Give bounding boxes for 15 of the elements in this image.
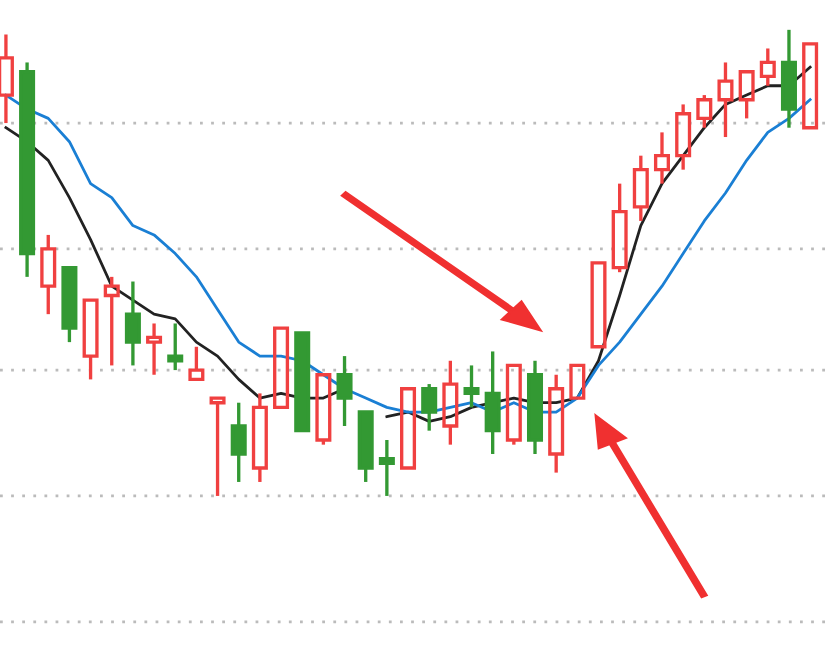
candlestick <box>378 438 395 498</box>
candlestick <box>230 401 247 484</box>
candlestick <box>675 102 692 172</box>
candlestick <box>251 391 268 484</box>
candlestick <box>780 28 797 130</box>
candlestick <box>442 359 459 447</box>
candlestick <box>717 60 734 139</box>
candlestick <box>484 349 501 456</box>
candlestick <box>653 130 670 186</box>
candlestick <box>0 32 14 125</box>
candlestick <box>146 321 163 377</box>
candlestick <box>19 60 36 279</box>
candlestick <box>526 359 544 456</box>
candlestick <box>336 354 353 428</box>
candlestick <box>124 279 141 368</box>
